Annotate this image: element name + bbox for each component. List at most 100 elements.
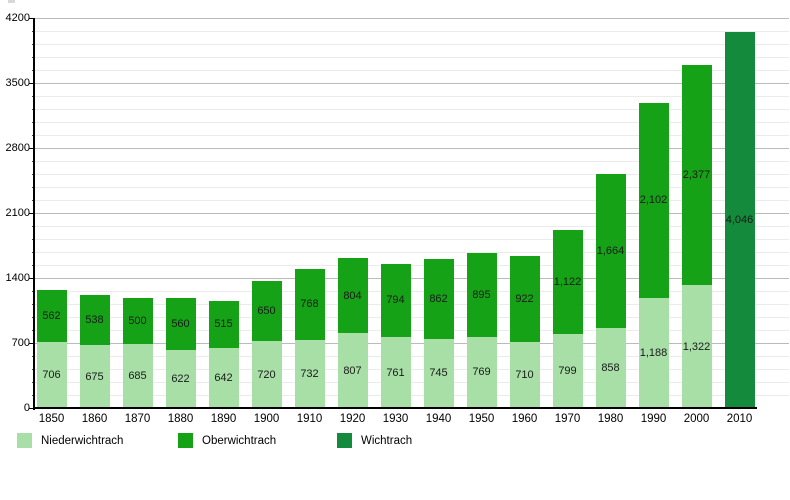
x-tick-1870: 1870: [124, 413, 151, 425]
bar-value-label-oberwichtrach-1940: 862: [429, 292, 448, 305]
bar-segment-wichtrach-2010: 4,046: [724, 32, 755, 408]
legend-item-wichtrach: Wichtrach: [337, 433, 412, 448]
bar-value-label-niederwichtrach-1950: 769: [472, 366, 491, 379]
bar-value-label-niederwichtrach-1920: 807: [343, 364, 362, 377]
x-tick-1850: 1850: [38, 413, 65, 425]
x-tick-1860: 1860: [81, 413, 108, 425]
gridline-major: [35, 83, 789, 84]
bar-value-label-oberwichtrach-1910: 768: [300, 298, 319, 311]
gridline-minor: [35, 135, 789, 136]
legend-swatch-oberwichtrach: [178, 433, 193, 448]
x-tick-1950: 1950: [468, 413, 495, 425]
y-major-tick: [29, 212, 34, 214]
legend-label-oberwichtrach: Oberwichtrach: [202, 434, 277, 447]
bar-value-label-oberwichtrach-2000: 2,377: [682, 168, 711, 181]
gridline-major: [35, 148, 789, 149]
bar-value-label-oberwichtrach-1890: 515: [214, 318, 233, 331]
gridline-minor: [35, 70, 789, 71]
bar-segment-niederwichtrach-1980: 858: [595, 328, 626, 408]
bar-value-label-niederwichtrach-1900: 720: [257, 368, 276, 381]
gridline-major: [35, 278, 789, 279]
y-axis-line: [33, 18, 35, 410]
x-tick-1990: 1990: [640, 413, 667, 425]
gridline-minor: [35, 395, 789, 396]
legend-item-oberwichtrach: Oberwichtrach: [178, 433, 276, 448]
bar-segment-oberwichtrach-1980: 1,664: [595, 173, 626, 329]
legend-label-niederwichtrach: Niederwichtrach: [41, 434, 124, 447]
legend-swatch-wichtrach: [337, 433, 352, 448]
gridline-minor: [35, 291, 789, 292]
bar-segment-niederwichtrach-1890: 642: [208, 348, 239, 408]
bar-value-label-oberwichtrach-1870: 500: [128, 315, 147, 328]
gridline-major: [35, 213, 789, 214]
y-tick-2100: 2100: [5, 207, 30, 219]
bar-segment-oberwichtrach-1890: 515: [208, 300, 239, 349]
x-tick-2010: 2010: [726, 413, 753, 425]
bar-segment-oberwichtrach-1960: 922: [509, 256, 540, 343]
y-major-tick: [29, 407, 34, 409]
bar-segment-oberwichtrach-1880: 560: [165, 298, 196, 351]
bar-value-label-niederwichtrach-1990: 1,188: [639, 346, 668, 359]
bar-value-label-wichtrach-2010: 4,046: [725, 214, 754, 227]
bar-value-label-niederwichtrach-1970: 799: [558, 364, 577, 377]
gridline-minor: [35, 382, 789, 383]
x-tick-1910: 1910: [296, 413, 323, 425]
gridline-minor: [35, 369, 789, 370]
bar-segment-niederwichtrach-1850: 706: [36, 342, 67, 408]
bar-segment-oberwichtrach-1900: 650: [251, 280, 282, 342]
bar-segment-niederwichtrach-1990: 1,188: [638, 297, 669, 408]
bar-segment-niederwichtrach-2000: 1,322: [681, 285, 712, 408]
gridline-minor: [35, 330, 789, 331]
bar-segment-niederwichtrach-1970: 799: [552, 333, 583, 408]
crop-artifact: [8, 0, 15, 3]
bar-value-label-oberwichtrach-1970: 1,122: [553, 275, 582, 288]
y-tick-3500: 3500: [5, 77, 30, 89]
bar-value-label-niederwichtrach-1930: 761: [386, 366, 405, 379]
gridline-minor: [35, 226, 789, 227]
y-tick-1400: 1400: [5, 272, 30, 284]
x-tick-2000: 2000: [683, 413, 710, 425]
bar-value-label-niederwichtrach-1880: 622: [171, 373, 190, 386]
bar-value-label-oberwichtrach-1850: 562: [42, 310, 61, 323]
x-axis-line: [33, 407, 757, 409]
gridline-minor: [35, 317, 789, 318]
bar-segment-oberwichtrach-1940: 862: [423, 258, 454, 339]
x-tick-1920: 1920: [339, 413, 366, 425]
gridline-minor: [35, 31, 789, 32]
bar-value-label-niederwichtrach-1910: 732: [300, 368, 319, 380]
gridline-minor: [35, 122, 789, 123]
bar-value-label-oberwichtrach-1900: 650: [257, 304, 276, 317]
bar-value-label-niederwichtrach-1860: 675: [85, 370, 104, 383]
legend-item-niederwichtrach: Niederwichtrach: [17, 433, 123, 448]
bar-value-label-niederwichtrach-1940: 745: [429, 367, 448, 380]
gridline-minor: [35, 96, 789, 97]
gridline-minor: [35, 161, 789, 162]
bar-segment-niederwichtrach-1940: 745: [423, 338, 454, 408]
x-tick-1940: 1940: [425, 413, 452, 425]
bar-value-label-oberwichtrach-1880: 560: [171, 318, 190, 331]
bar-value-label-niederwichtrach-1890: 642: [214, 372, 233, 385]
bar-value-label-oberwichtrach-1960: 922: [515, 293, 534, 306]
bar-segment-oberwichtrach-1950: 895: [466, 253, 497, 337]
x-tick-1980: 1980: [597, 413, 624, 425]
x-tick-1890: 1890: [210, 413, 237, 425]
bar-segment-niederwichtrach-1920: 807: [337, 333, 368, 408]
x-tick-1960: 1960: [511, 413, 538, 425]
bar-value-label-niederwichtrach-1870: 685: [128, 370, 147, 383]
gridline-minor: [35, 200, 789, 201]
gridline-minor: [35, 174, 789, 175]
bar-segment-oberwichtrach-2000: 2,377: [681, 64, 712, 286]
bar-segment-oberwichtrach-1990: 2,102: [638, 102, 669, 298]
gridline-minor: [35, 304, 789, 305]
y-major-tick: [29, 17, 34, 19]
y-major-tick: [29, 342, 34, 344]
gridline-minor: [35, 239, 789, 240]
legend-swatch-niederwichtrach: [17, 433, 32, 448]
bar-segment-niederwichtrach-1880: 622: [165, 350, 196, 408]
bar-value-label-oberwichtrach-1920: 804: [343, 289, 362, 302]
gridline-minor: [35, 187, 789, 188]
y-major-tick: [29, 82, 34, 84]
bar-segment-niederwichtrach-1950: 769: [466, 336, 497, 408]
